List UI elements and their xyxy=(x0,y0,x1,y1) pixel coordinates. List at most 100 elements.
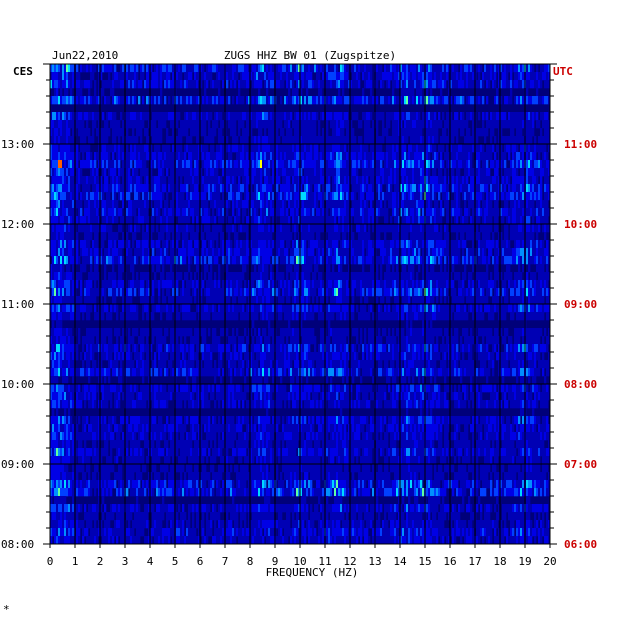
heatmap-cell xyxy=(394,64,397,73)
heatmap-cell xyxy=(320,256,323,265)
heatmap-cell xyxy=(234,144,237,153)
heatmap-cell xyxy=(72,184,75,193)
heatmap-cell xyxy=(308,112,311,121)
heatmap-cell xyxy=(316,216,319,225)
heatmap-cell xyxy=(462,248,465,257)
heatmap-cell xyxy=(376,160,379,169)
heatmap-cell xyxy=(280,248,283,257)
heatmap-cell xyxy=(478,216,481,225)
heatmap-cell xyxy=(252,168,255,177)
heatmap-cell xyxy=(408,144,411,153)
heatmap-cell xyxy=(180,96,183,105)
heatmap-cell xyxy=(226,64,229,73)
heatmap-cell xyxy=(410,120,413,129)
heatmap-cell xyxy=(276,192,279,201)
heatmap-cell xyxy=(64,64,67,73)
heatmap-cell xyxy=(96,168,99,177)
heatmap-cell xyxy=(492,184,495,193)
heatmap-cell xyxy=(446,224,449,233)
heatmap-cell xyxy=(250,192,253,201)
heatmap-cell xyxy=(548,240,551,249)
heatmap-cell xyxy=(202,144,205,153)
heatmap-cell xyxy=(184,176,187,185)
heatmap-cell xyxy=(394,160,397,169)
heatmap-cell xyxy=(454,248,457,257)
heatmap-cell xyxy=(356,80,359,89)
heatmap-cell xyxy=(428,168,431,177)
heatmap-cell xyxy=(468,192,471,201)
heatmap-cell xyxy=(132,112,135,121)
heatmap-cell xyxy=(488,80,491,89)
heatmap-cell xyxy=(366,80,369,89)
heatmap-cell xyxy=(216,192,219,201)
heatmap-cell xyxy=(130,200,133,209)
heatmap-cell xyxy=(128,168,131,177)
heatmap-cell xyxy=(434,216,437,225)
heatmap-cell xyxy=(160,112,163,121)
heatmap-cell xyxy=(334,224,337,233)
heatmap-cell xyxy=(242,112,245,121)
heatmap-cell xyxy=(536,232,539,241)
heatmap-cell xyxy=(276,64,279,73)
heatmap-cell xyxy=(64,232,67,241)
heatmap-cell xyxy=(94,88,97,97)
heatmap-cell xyxy=(220,224,223,233)
heatmap-cell xyxy=(360,144,363,153)
heatmap-cell xyxy=(356,224,359,233)
heatmap-cell xyxy=(178,168,181,177)
heatmap-cell xyxy=(506,64,509,73)
heatmap-cell xyxy=(520,184,523,193)
heatmap-cell xyxy=(532,144,535,153)
heatmap-cell xyxy=(486,176,489,185)
heatmap-cell xyxy=(164,176,167,185)
heatmap-cell xyxy=(456,216,459,225)
heatmap-cell xyxy=(318,240,321,249)
heatmap-cell xyxy=(320,176,323,185)
heatmap-cell xyxy=(344,112,347,121)
heatmap-cell xyxy=(514,248,517,257)
heatmap-cell xyxy=(514,64,517,73)
heatmap-cell xyxy=(258,136,261,145)
heatmap-cell xyxy=(286,224,289,233)
heatmap-cell xyxy=(380,96,383,105)
heatmap-cell xyxy=(180,144,183,153)
heatmap-cell xyxy=(426,248,429,257)
heatmap-cell xyxy=(98,88,101,97)
heatmap-cell xyxy=(410,136,413,145)
heatmap-cell xyxy=(548,184,551,193)
heatmap-cell xyxy=(332,192,335,201)
heatmap-cell xyxy=(214,256,217,265)
heatmap-cell xyxy=(328,96,331,105)
heatmap-cell xyxy=(88,208,91,217)
heatmap-cell xyxy=(216,176,219,185)
heatmap-cell xyxy=(140,128,143,137)
heatmap-cell xyxy=(484,208,487,217)
heatmap-cell xyxy=(336,136,339,145)
heatmap-cell xyxy=(382,112,385,121)
heatmap-cell xyxy=(320,248,323,257)
heatmap-cell xyxy=(308,128,311,137)
heatmap-cell xyxy=(104,64,107,73)
heatmap-cell xyxy=(160,64,163,73)
heatmap-cell xyxy=(512,152,515,161)
heatmap-cell xyxy=(186,184,189,193)
heatmap-cell xyxy=(134,192,137,201)
heatmap-cell xyxy=(350,152,353,161)
heatmap-cell xyxy=(212,232,215,241)
heatmap-cell xyxy=(462,80,465,89)
heatmap-cell xyxy=(258,224,261,233)
heatmap-cell xyxy=(94,192,97,201)
heatmap-cell xyxy=(68,152,71,161)
heatmap-cell xyxy=(368,192,371,201)
heatmap-cell xyxy=(388,240,391,249)
heatmap-cell xyxy=(194,232,197,241)
heatmap-cell xyxy=(178,200,181,209)
heatmap-cell xyxy=(70,168,73,177)
heatmap-cell xyxy=(476,176,479,185)
heatmap-cell xyxy=(316,144,319,153)
heatmap-cell xyxy=(396,112,399,121)
heatmap-cell xyxy=(68,112,71,121)
heatmap-cell xyxy=(268,136,271,145)
heatmap-cell xyxy=(242,216,245,225)
heatmap-cell xyxy=(68,80,71,89)
